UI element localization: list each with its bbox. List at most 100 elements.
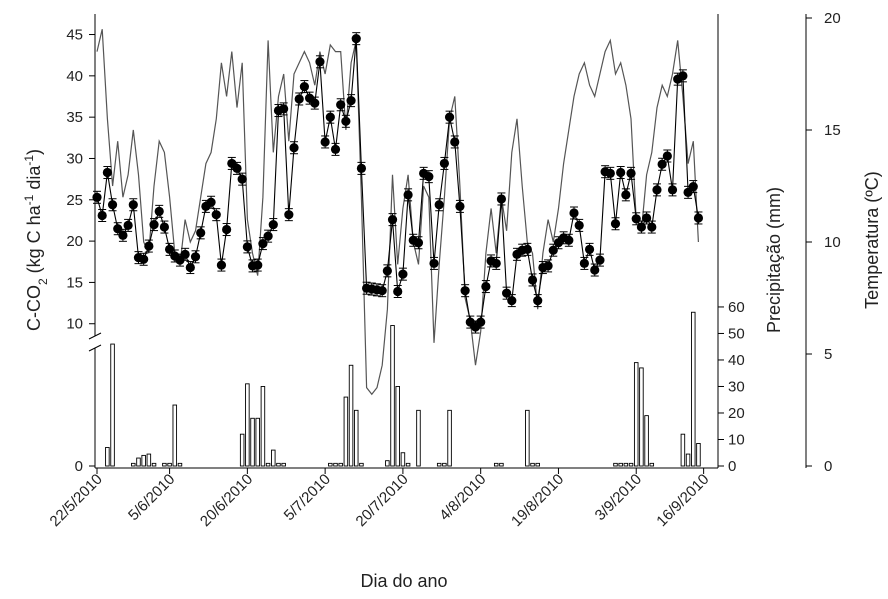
co2-point xyxy=(564,235,574,245)
co2-point xyxy=(455,201,465,211)
co2-point xyxy=(662,151,672,161)
co2-point xyxy=(113,224,123,234)
precipitation-bar xyxy=(260,386,266,467)
precipitation-bar xyxy=(436,462,442,467)
co2-point xyxy=(149,219,159,230)
co2-point xyxy=(289,143,299,153)
co2-point xyxy=(232,163,242,173)
co2-tick-label: 25 xyxy=(66,192,83,209)
axis-break-mark xyxy=(88,344,102,352)
precipitation-bar xyxy=(271,449,276,467)
precipitation-bar xyxy=(348,364,354,467)
precipitation-bar xyxy=(442,462,447,467)
co2-point xyxy=(294,94,304,104)
co2-point xyxy=(92,192,102,202)
precipitation-tick-label: 30 xyxy=(728,378,745,395)
co2-tick-label: 10 xyxy=(66,316,83,333)
x-axis-title: Dia do ano xyxy=(360,571,447,591)
left-zero-tick-label: 0 xyxy=(75,458,83,475)
co2-point xyxy=(164,244,175,254)
temperature-tick-label: 0 xyxy=(824,458,832,475)
temperature-tick-label: 5 xyxy=(824,346,832,363)
precipitation-bar xyxy=(405,462,411,467)
temperature-tick-label: 15 xyxy=(824,122,841,139)
precipitation-bar xyxy=(245,383,250,467)
co2-point xyxy=(579,258,589,269)
precipitation-bar xyxy=(333,462,338,467)
precipitation-bar xyxy=(172,404,178,467)
co2-point xyxy=(522,244,532,254)
co2-point xyxy=(626,168,636,178)
co2-point xyxy=(237,174,247,184)
co2-point xyxy=(491,258,501,269)
co2-point xyxy=(185,262,195,273)
co2-point xyxy=(641,213,652,223)
precipitation-bar xyxy=(493,462,499,467)
precipitation-tick-label: 0 xyxy=(728,458,736,475)
precipitation-bar xyxy=(131,462,136,467)
co2-point xyxy=(647,222,657,232)
precipitation-bar xyxy=(250,417,255,467)
x-tick-label: 20/7/2010 xyxy=(353,471,412,530)
precipitation-bar xyxy=(680,433,686,467)
co2-tick-label: 35 xyxy=(66,109,83,126)
precipitation-tick-label: 20 xyxy=(728,405,745,422)
precipitation-bar xyxy=(146,453,152,467)
precipitation-tick-label: 10 xyxy=(728,431,745,448)
co2-point xyxy=(336,100,346,110)
co2-point xyxy=(387,215,398,225)
co2-point xyxy=(621,190,631,200)
precipitation-bar xyxy=(696,443,701,467)
left-y-axis-title: C-CO2 (kg C ha-1 dia-1) xyxy=(22,149,50,331)
precipitation-bar xyxy=(530,462,535,467)
co2-point xyxy=(657,159,667,169)
temperature-line xyxy=(96,29,699,396)
co2-point xyxy=(527,275,538,285)
precipitation-bar xyxy=(281,462,286,467)
precipitation-bar xyxy=(691,311,696,467)
co2-point xyxy=(403,190,413,200)
precipitation-bar xyxy=(400,452,406,467)
precipitation-bar xyxy=(110,343,115,467)
co2-point xyxy=(190,252,201,262)
co2-point xyxy=(97,210,107,221)
precipitation-bar xyxy=(385,460,390,467)
co2-point xyxy=(688,181,698,192)
precipitation-bar xyxy=(136,457,141,467)
co2-point xyxy=(377,286,387,296)
temperature-tick-label: 20 xyxy=(824,10,841,27)
temperature-axis-title: Temperatura (ºC) xyxy=(862,171,882,309)
co2-point xyxy=(393,286,403,297)
co2-point xyxy=(605,168,615,178)
temperature-tick-label: 10 xyxy=(824,234,841,251)
precipitation-bar xyxy=(639,367,644,467)
precipitation-bar xyxy=(685,453,691,467)
co2-point xyxy=(320,137,330,147)
co2-point xyxy=(584,244,595,254)
co2-point xyxy=(693,213,704,223)
co2-point xyxy=(330,144,341,154)
x-tick-label: 3/9/2010 xyxy=(592,471,645,524)
co2-point xyxy=(434,200,444,210)
co2-point xyxy=(180,249,190,259)
co2-point xyxy=(507,296,517,306)
precipitation-bar xyxy=(535,462,540,467)
co2-point xyxy=(533,296,543,306)
co2-point xyxy=(616,167,626,178)
co2-point xyxy=(346,96,356,106)
co2-point xyxy=(548,245,558,255)
co2-point xyxy=(574,220,584,231)
co2-point xyxy=(216,260,227,270)
x-tick-label: 5/6/2010 xyxy=(125,471,178,524)
co2-point xyxy=(299,81,309,92)
precipitation-bar xyxy=(395,386,400,467)
co2-point xyxy=(118,230,128,240)
co2-point xyxy=(652,185,662,195)
precipitation-bar xyxy=(644,415,649,467)
co2-tick-label: 15 xyxy=(66,274,83,291)
co2-point xyxy=(502,288,512,298)
x-tick-label: 5/7/2010 xyxy=(281,471,334,524)
precipitation-bar xyxy=(628,462,634,467)
precipitation-axis-title: Precipitação (mm) xyxy=(764,187,784,333)
